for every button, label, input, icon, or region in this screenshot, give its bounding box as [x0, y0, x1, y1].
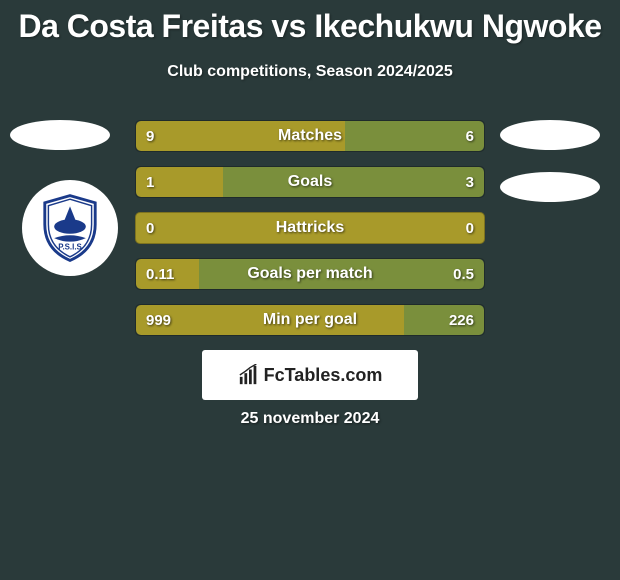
club-left-logo: P.S.I.S	[22, 180, 118, 276]
stats-bars: 96Matches 13Goals 00Hattricks 0.110.5Goals …	[135, 120, 485, 350]
stat-bar-row: 13Goals	[135, 166, 485, 198]
stat-bar-row: 96Matches	[135, 120, 485, 152]
stat-label: Goals	[136, 167, 484, 197]
stat-label: Goals per match	[136, 259, 484, 289]
shield-icon: P.S.I.S	[34, 192, 106, 264]
svg-text:P.S.I.S: P.S.I.S	[58, 243, 82, 252]
date-label: 25 november 2024	[0, 410, 620, 428]
stat-bar-row: 00Hattricks	[135, 212, 485, 244]
player-left-avatar	[10, 120, 110, 150]
player-right-avatar	[500, 120, 600, 150]
stat-bar-row: 0.110.5Goals per match	[135, 258, 485, 290]
stat-bar-row: 999226Min per goal	[135, 304, 485, 336]
stat-label: Matches	[136, 121, 484, 151]
stat-label: Min per goal	[136, 305, 484, 335]
stat-label: Hattricks	[136, 213, 484, 243]
branding-box: FcTables.com	[202, 350, 418, 400]
subtitle: Club competitions, Season 2024/2025	[0, 63, 620, 81]
chart-icon	[238, 364, 260, 386]
club-right-logo	[500, 172, 600, 202]
page-title: Da Costa Freitas vs Ikechukwu Ngwoke	[0, 0, 620, 45]
branding-text: FcTables.com	[264, 365, 383, 386]
